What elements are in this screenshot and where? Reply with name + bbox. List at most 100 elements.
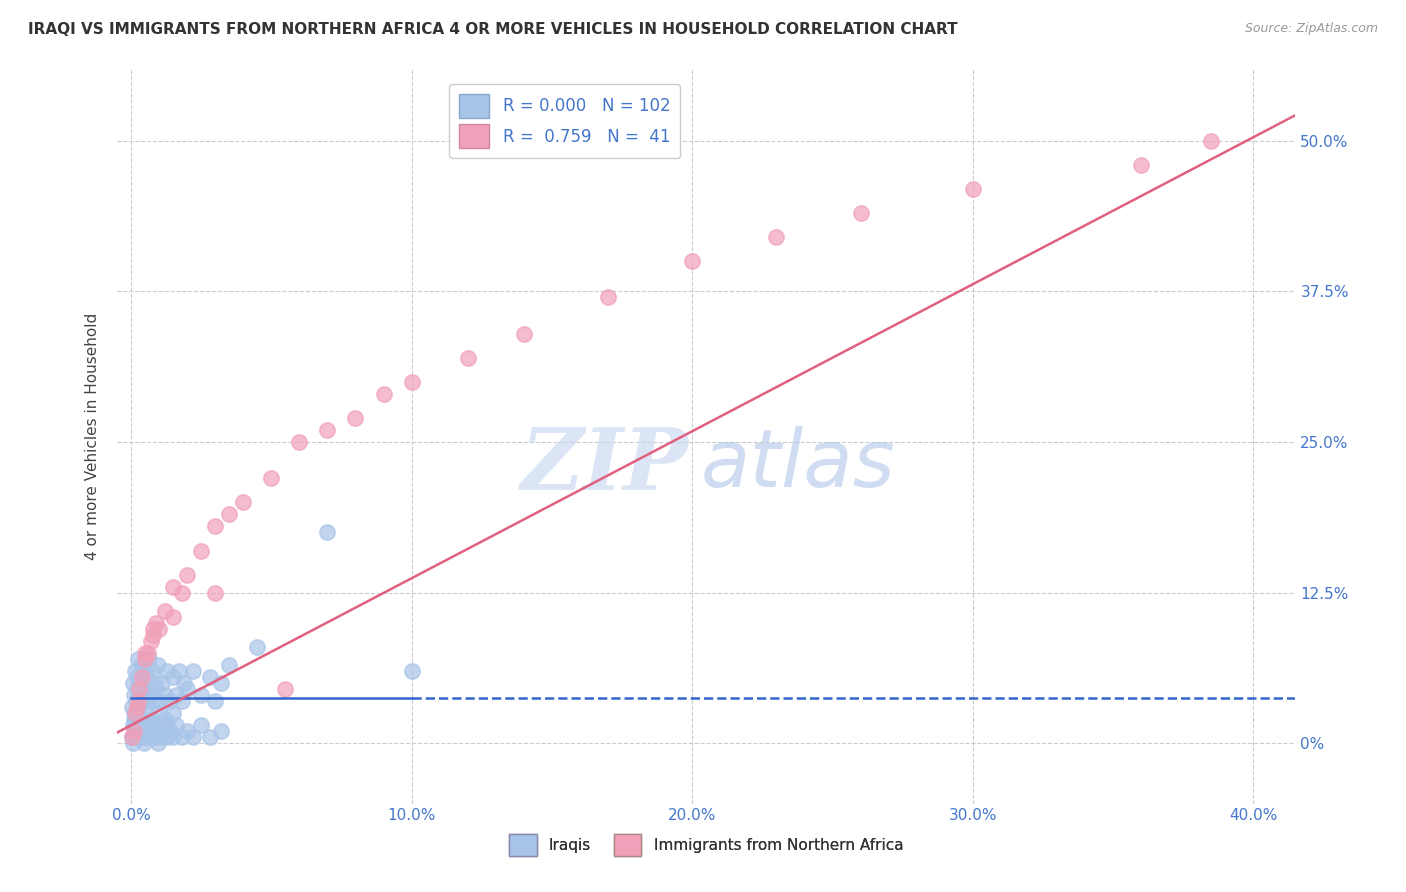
Point — [128, 682, 150, 697]
Point — [159, 727, 181, 741]
Point — [316, 525, 339, 540]
Point — [190, 688, 212, 702]
Point — [136, 694, 159, 708]
Point — [127, 652, 149, 666]
Point — [373, 387, 395, 401]
Point — [198, 670, 221, 684]
Point — [156, 731, 179, 745]
Point — [167, 664, 190, 678]
Point — [173, 676, 195, 690]
Point — [131, 724, 153, 739]
Point — [148, 694, 170, 708]
Point — [124, 706, 146, 721]
Text: IRAQI VS IMMIGRANTS FROM NORTHERN AFRICA 4 OR MORE VEHICLES IN HOUSEHOLD CORRELA: IRAQI VS IMMIGRANTS FROM NORTHERN AFRICA… — [28, 22, 957, 37]
Point — [146, 658, 169, 673]
Point — [513, 326, 536, 341]
Point — [148, 706, 170, 721]
Point — [132, 682, 155, 697]
Point — [190, 718, 212, 732]
Point — [128, 712, 150, 726]
Point — [170, 731, 193, 745]
Point — [131, 727, 153, 741]
Point — [122, 736, 145, 750]
Point — [134, 652, 156, 666]
Point — [176, 724, 198, 739]
Point — [457, 351, 479, 365]
Point — [218, 508, 240, 522]
Point — [962, 182, 984, 196]
Point — [128, 700, 150, 714]
Point — [121, 731, 143, 745]
Point — [125, 670, 148, 684]
Point — [849, 206, 872, 220]
Point — [153, 604, 176, 618]
Point — [181, 731, 204, 745]
Point — [124, 688, 146, 702]
Point — [156, 718, 179, 732]
Point — [125, 731, 148, 745]
Point — [209, 676, 232, 690]
Point — [204, 519, 226, 533]
Point — [131, 670, 153, 684]
Point — [122, 724, 145, 739]
Point — [145, 682, 167, 697]
Point — [142, 622, 165, 636]
Point — [139, 688, 162, 702]
Point — [143, 731, 166, 745]
Point — [288, 435, 311, 450]
Point — [274, 682, 297, 697]
Point — [128, 718, 150, 732]
Point — [150, 724, 173, 739]
Point — [165, 688, 187, 702]
Point — [125, 700, 148, 714]
Point — [124, 731, 146, 745]
Point — [124, 718, 146, 732]
Point — [1201, 134, 1223, 148]
Point — [122, 712, 145, 726]
Point — [125, 706, 148, 721]
Point — [124, 714, 146, 729]
Point — [153, 712, 176, 726]
Point — [129, 688, 152, 702]
Point — [145, 615, 167, 630]
Point — [159, 694, 181, 708]
Point — [142, 718, 165, 732]
Point — [121, 731, 143, 745]
Point — [246, 640, 269, 654]
Point — [1130, 158, 1153, 172]
Point — [129, 658, 152, 673]
Text: atlas: atlas — [700, 426, 896, 505]
Point — [135, 731, 157, 745]
Point — [153, 718, 176, 732]
Point — [136, 646, 159, 660]
Point — [204, 585, 226, 599]
Point — [162, 731, 184, 745]
Point — [127, 731, 149, 745]
Point — [134, 688, 156, 702]
Point — [401, 375, 423, 389]
Point — [122, 706, 145, 721]
Point — [162, 670, 184, 684]
Point — [125, 694, 148, 708]
Point — [209, 724, 232, 739]
Point — [190, 543, 212, 558]
Point — [141, 731, 163, 745]
Y-axis label: 4 or more Vehicles in Household: 4 or more Vehicles in Household — [86, 312, 100, 559]
Point — [145, 718, 167, 732]
Point — [142, 628, 165, 642]
Point — [176, 682, 198, 697]
Point — [134, 646, 156, 660]
Point — [156, 664, 179, 678]
Point — [765, 230, 787, 244]
Point — [138, 652, 160, 666]
Point — [142, 724, 165, 739]
Point — [138, 731, 160, 745]
Point — [124, 727, 146, 741]
Point — [141, 664, 163, 678]
Point — [146, 736, 169, 750]
Point — [139, 718, 162, 732]
Point — [260, 471, 283, 485]
Point — [232, 495, 254, 509]
Point — [127, 724, 149, 739]
Point — [122, 718, 145, 732]
